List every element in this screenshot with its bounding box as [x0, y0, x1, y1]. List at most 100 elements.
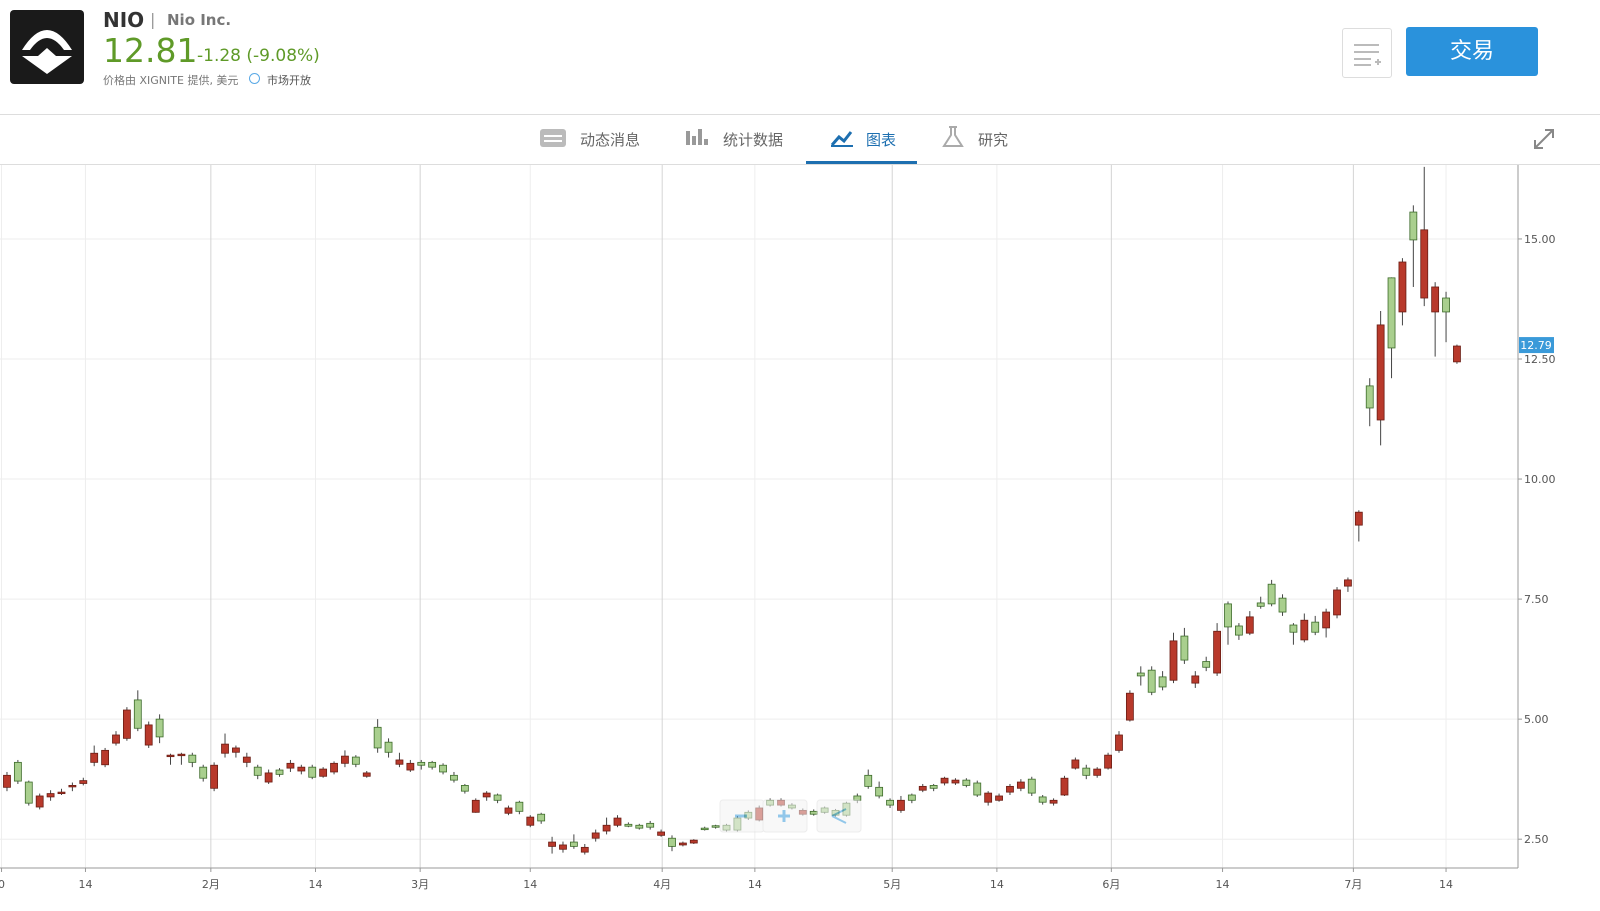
candle-body [341, 755, 349, 764]
candle [1169, 632, 1178, 684]
candle-body [1289, 624, 1298, 633]
candle [57, 788, 66, 796]
candle-body [897, 799, 905, 811]
candle [679, 841, 687, 847]
candle-body [166, 754, 175, 758]
candle-body [275, 769, 284, 775]
tab[interactable]: 动态消息 [580, 131, 641, 149]
candle-body [679, 842, 687, 846]
candle-body [221, 743, 229, 754]
candle-body [460, 785, 469, 792]
candle [471, 798, 480, 813]
candle [907, 793, 916, 804]
candle [635, 823, 644, 830]
y-tick-label: 10.00 [1524, 473, 1556, 486]
candle [548, 836, 556, 854]
candle-body [330, 762, 338, 773]
candle-body [395, 759, 404, 765]
trade-button[interactable]: 交易 [1406, 27, 1538, 76]
candle-body [1016, 781, 1025, 789]
candle-body [417, 761, 426, 766]
candle [973, 780, 982, 797]
candle [1245, 611, 1254, 636]
zoom-in-icon [778, 810, 790, 822]
expand-icon[interactable] [1532, 127, 1556, 151]
candle [210, 762, 219, 792]
candle [406, 759, 415, 772]
candle-body [1300, 619, 1309, 641]
candle-body [1049, 799, 1058, 804]
candle-body [657, 831, 665, 836]
candle-body [264, 772, 273, 783]
candle [482, 791, 491, 801]
candle [242, 752, 251, 768]
candle [864, 769, 873, 789]
candle-body [101, 749, 109, 766]
candle-body [1322, 611, 1331, 629]
tab[interactable]: 统计数据 [723, 131, 784, 149]
candle [624, 822, 633, 828]
candle [68, 782, 77, 792]
candle-body [428, 761, 437, 768]
candle-body [1354, 511, 1363, 526]
candle [962, 778, 971, 788]
candle [1333, 587, 1341, 619]
candle-body [493, 794, 502, 801]
candle [897, 795, 905, 813]
candle-body [24, 781, 33, 804]
candle-body [1387, 277, 1396, 349]
tab-underline [806, 161, 917, 164]
candle [122, 707, 131, 741]
x-tick-label: 0 [0, 878, 5, 891]
candle-body [875, 786, 884, 797]
candle-body [668, 837, 676, 847]
ticker: NIO [103, 8, 145, 32]
candle [101, 747, 109, 768]
candle-body [1311, 621, 1320, 633]
candle-body [1115, 734, 1123, 751]
candle [232, 745, 240, 758]
candle-body [984, 792, 993, 803]
watchlist-button[interactable] [1342, 28, 1392, 78]
candle [1213, 623, 1222, 676]
candle [1398, 258, 1407, 326]
candle-body [918, 785, 927, 791]
candle-body [864, 774, 873, 787]
candle [35, 793, 44, 810]
candle-body [526, 816, 535, 826]
candle [341, 750, 349, 768]
candle [1104, 752, 1112, 770]
candle [1376, 310, 1385, 446]
candle-body [1158, 676, 1167, 688]
tab[interactable]: 研究 [978, 131, 1009, 149]
candle [809, 809, 818, 816]
candle-body [482, 792, 491, 798]
candle-body [613, 817, 622, 826]
chart-icon [830, 131, 853, 147]
candle-body [973, 782, 982, 796]
candle [1016, 779, 1025, 792]
candle-body [537, 813, 546, 822]
news-icon [540, 129, 566, 147]
candle-body [177, 753, 186, 757]
candle-body [1398, 261, 1407, 313]
tab-active[interactable]: 图表 [866, 131, 897, 149]
candle-body [1082, 767, 1091, 776]
candle [3, 771, 11, 792]
candle [1158, 671, 1167, 691]
candle [144, 721, 153, 748]
candle [886, 798, 894, 808]
separator: | [150, 10, 156, 29]
x-tick-label: 7月 [1344, 878, 1362, 891]
candle-body [1278, 597, 1287, 613]
toolbar-button[interactable] [816, 799, 862, 833]
candle [417, 759, 426, 770]
candle-body [700, 827, 709, 831]
watchlist-icon [1354, 44, 1381, 66]
candle-body [3, 774, 11, 788]
price-source: 价格由 XIGNITE 提供, 美元 [103, 74, 239, 87]
candle-body [559, 844, 567, 850]
candle-body [624, 823, 633, 827]
stats-icon [686, 129, 708, 145]
candle-body [188, 754, 197, 763]
